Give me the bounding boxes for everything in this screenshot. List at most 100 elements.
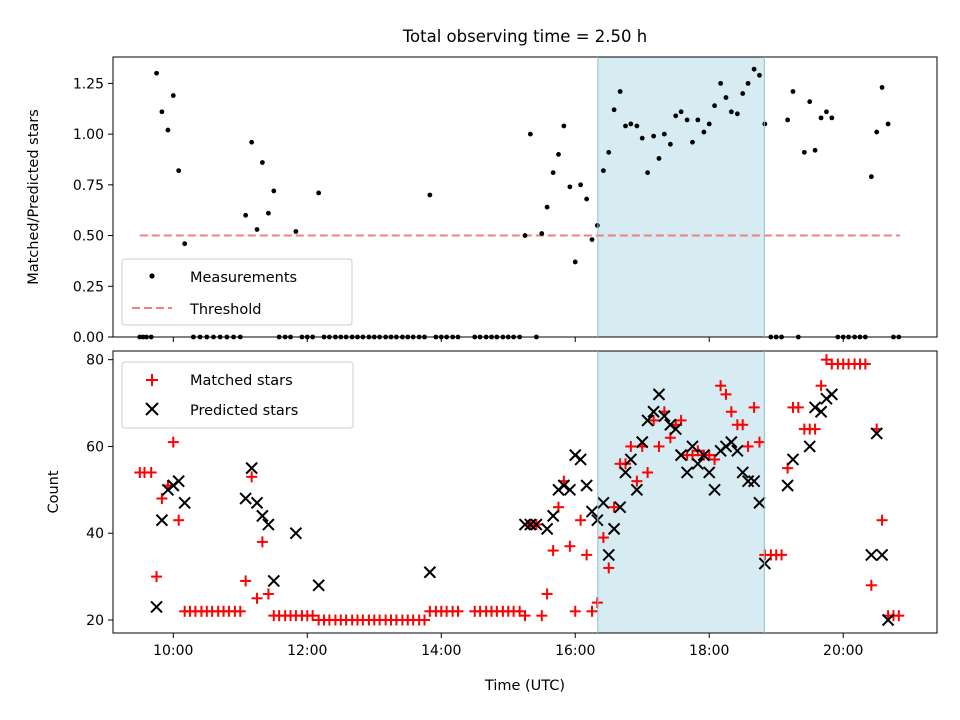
top-y-tick-label: 0.50 (73, 229, 104, 245)
bottom-y-tick-label: 80 (86, 353, 104, 369)
legend-matched-label: Matched stars (190, 373, 293, 389)
bottom-x-tick-label: 12:00 (287, 643, 327, 659)
predicted-star-point (155, 513, 169, 527)
measurement-point (567, 184, 573, 190)
top-legend-box (121, 258, 353, 326)
predicted-star-point (607, 522, 621, 536)
matched-star-point (809, 423, 821, 435)
bottom-highlight-span (597, 351, 765, 633)
measurement-point (790, 89, 796, 94)
predicted-star-point (178, 496, 191, 510)
predicted-star-point (602, 548, 615, 562)
predicted-star-point (540, 522, 554, 536)
measurement-point (718, 80, 724, 86)
matched-star-point (597, 532, 609, 544)
predicted-star-point (674, 448, 688, 462)
measurement-point (874, 129, 880, 135)
measurement-point (734, 111, 740, 117)
measurement-point (550, 170, 556, 176)
measurement-point (885, 121, 891, 127)
matched-star-point (234, 605, 246, 617)
measurement-point (584, 196, 590, 202)
measurement-point (740, 91, 746, 96)
matched-star-point (307, 610, 319, 622)
measurement-point (723, 95, 729, 100)
measurement-point (176, 168, 182, 174)
predicted-star-point (825, 388, 839, 401)
predicted-star-point (881, 613, 895, 627)
matched-star-point (536, 610, 548, 622)
matched-star-point (547, 545, 559, 557)
matched-star-point (541, 588, 553, 600)
measurement-point (165, 127, 171, 133)
matched-star-point (753, 436, 765, 448)
predicted-star-point (686, 440, 699, 453)
predicted-star-point (875, 548, 889, 562)
bottom-x-ticks: 10:00 12:00 14:00 16:00 18:00 20:00 (153, 633, 863, 659)
measurement-point (623, 123, 628, 129)
legend-predicted-marker (145, 402, 159, 416)
top-span-edge-left (597, 57, 599, 337)
matched-star-point (865, 579, 877, 591)
predicted-star-point (256, 509, 269, 523)
matched-star-point (452, 605, 464, 617)
bottom-axes-frame (112, 350, 938, 634)
matched-star-point (575, 514, 587, 526)
matched-star-point (737, 419, 749, 431)
matched-star-point (859, 358, 871, 370)
matched-star-point (792, 401, 804, 413)
measurement-point (527, 131, 533, 137)
predicted-star-point (546, 509, 560, 523)
predicted-star-point (597, 496, 610, 510)
measurement-point (259, 160, 265, 165)
legend-matched-marker (146, 374, 158, 386)
top-y-tick-label: 0.75 (73, 178, 104, 194)
measurement-point (254, 227, 260, 232)
matched-star-point (715, 380, 727, 392)
top-y-axis-label: Matched/Predicted stars (26, 109, 42, 285)
measurement-point (271, 188, 277, 194)
matched-star-point (893, 610, 905, 622)
measurement-point (556, 151, 561, 157)
measurement-point (651, 133, 657, 139)
matched-star-point (876, 514, 888, 526)
predicted-star-point (574, 453, 587, 466)
predicted-star-point (613, 500, 627, 514)
matched-star-point (156, 493, 168, 505)
measurement-point (182, 241, 188, 247)
predicted-star-point (658, 409, 671, 423)
matched-star-point (608, 501, 620, 513)
predicted-star-point (530, 518, 543, 531)
matched-star-point (569, 605, 581, 617)
predicted-star-point (803, 440, 816, 453)
measurement-point (645, 170, 650, 176)
predicted-star-point (630, 483, 644, 497)
measurement-point (751, 66, 757, 72)
predicted-star-point (703, 466, 716, 479)
measurement-point (829, 115, 835, 121)
top-y-tick-label: 1.00 (73, 127, 104, 143)
bottom-x-tick-label: 16:00 (555, 643, 595, 659)
matched-star-point (776, 549, 788, 561)
predicted-star-point (814, 405, 828, 418)
measurement-point (667, 141, 673, 147)
predicted-star-point (641, 414, 654, 427)
measurement-point (617, 89, 623, 94)
bottom-y-ticks: 20 40 60 80 (86, 353, 113, 629)
measurement-point (561, 123, 567, 129)
predicted-star-point (624, 453, 638, 466)
predicted-star-point (647, 405, 660, 418)
bottom-y-tick-label: 40 (86, 526, 104, 542)
measurement-point (316, 190, 322, 196)
measurement-point (673, 113, 679, 119)
matched-star-point (586, 605, 598, 617)
predicted-star-point (747, 474, 761, 488)
bottom-x-tick-label: 20:00 (823, 643, 863, 659)
predicted-star-point (669, 422, 682, 436)
matched-star-point (709, 453, 721, 465)
matched-star-point (419, 614, 431, 626)
predicted-star-point (680, 466, 694, 479)
top-panel: 0.00 0.25 0.50 0.75 1.00 1.25 Matched/Predict… (26, 56, 938, 346)
predicted-star-point (808, 401, 822, 414)
top-highlight-span (597, 57, 765, 337)
